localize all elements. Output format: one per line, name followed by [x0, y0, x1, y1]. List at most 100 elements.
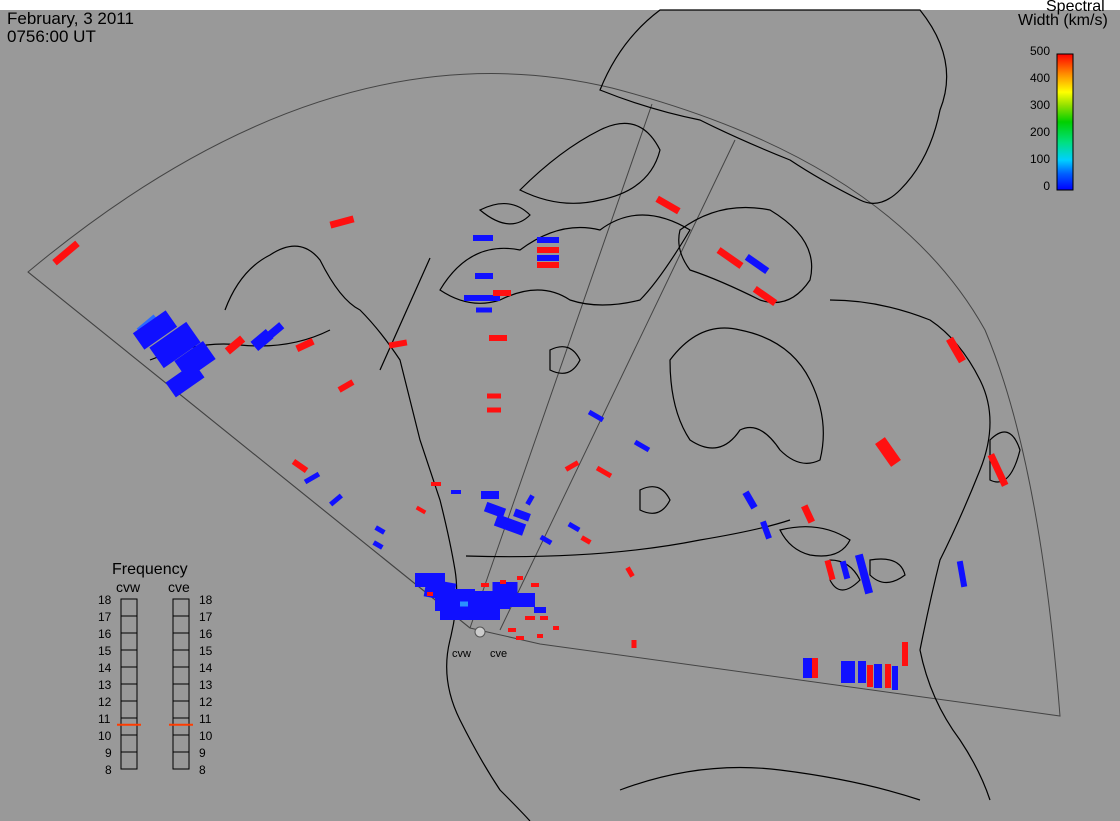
backscatter-cell	[902, 642, 908, 666]
backscatter-cell	[564, 460, 580, 472]
backscatter-cell	[531, 583, 539, 587]
frequency-tick-left: 8	[105, 763, 112, 777]
scatter-cells	[52, 195, 1009, 690]
frequency-tick-left: 18	[98, 593, 112, 607]
frequency-tick-left: 12	[98, 695, 112, 709]
backscatter-cell	[525, 494, 535, 506]
backscatter-cell	[854, 553, 874, 595]
backscatter-cell	[553, 626, 559, 630]
frequency-tick-left: 17	[98, 610, 112, 624]
fov-outline	[27, 73, 1061, 717]
frequency-tick-right: 15	[199, 644, 213, 658]
backscatter-cell	[291, 458, 309, 474]
backscatter-cell	[149, 321, 201, 369]
backscatter-cell	[505, 593, 535, 607]
backscatter-cell	[431, 482, 441, 486]
backscatter-cell	[487, 407, 501, 413]
backscatter-cell	[537, 255, 559, 261]
backscatter-cell	[537, 262, 559, 268]
radar-site-marker	[474, 626, 486, 638]
colorbar-tick-0: 0	[1043, 179, 1050, 193]
backscatter-cell	[517, 576, 523, 580]
backscatter-cell	[388, 339, 408, 349]
colorbar	[1056, 53, 1074, 191]
frequency-tick-right: 13	[199, 678, 213, 692]
backscatter-cell	[580, 535, 592, 545]
backscatter-cell	[867, 665, 873, 687]
backscatter-cell	[534, 607, 546, 613]
backscatter-cell	[295, 338, 315, 352]
colorbar-tick-100: 100	[1029, 152, 1050, 166]
backscatter-cell	[481, 583, 489, 587]
backscatter-cell	[250, 328, 274, 352]
backscatter-cell	[987, 453, 1009, 487]
frequency-tick-left: 16	[98, 627, 112, 641]
backscatter-cell	[460, 601, 468, 607]
backscatter-cell	[52, 240, 80, 266]
backscatter-cell	[537, 237, 559, 243]
backscatter-cell	[885, 664, 891, 688]
backscatter-cell	[587, 409, 605, 423]
frequency-tick-left: 15	[98, 644, 112, 658]
backscatter-cell	[489, 335, 507, 341]
frequency-tick-left: 10	[98, 729, 112, 743]
backscatter-cell	[516, 636, 524, 640]
frequency-tick-right: 14	[199, 661, 213, 675]
backscatter-cell	[752, 285, 778, 307]
frequency-tick-right: 18	[199, 593, 213, 607]
backscatter-cell	[483, 501, 507, 519]
backscatter-cell	[824, 559, 836, 581]
backscatter-cell	[839, 560, 851, 580]
frequency-title: Frequency	[112, 561, 188, 578]
frequency-tick-right: 9	[199, 746, 206, 760]
backscatter-cell	[303, 471, 321, 485]
colorbar-title-line1: Spectral	[1046, 0, 1105, 15]
backscatter-cell	[329, 215, 355, 229]
fov-spokes	[27, 103, 736, 631]
backscatter-cell	[874, 664, 882, 688]
frequency-label-cvw: cvw	[116, 579, 141, 595]
backscatter-cell	[841, 661, 855, 683]
backscatter-cell	[537, 247, 559, 253]
backscatter-cell	[464, 295, 500, 301]
backscatter-cell	[337, 379, 355, 393]
map-date: February, 3 2011	[7, 9, 134, 28]
frequency-tick-right: 10	[199, 729, 213, 743]
backscatter-cell	[267, 322, 285, 338]
backscatter-cell	[493, 290, 511, 296]
frequency-tick-right: 16	[199, 627, 213, 641]
borders	[379, 257, 791, 558]
frequency-label-cve: cve	[168, 579, 190, 595]
backscatter-cell	[655, 195, 681, 215]
backscatter-cell	[539, 534, 553, 546]
backscatter-cell	[508, 628, 516, 632]
backscatter-cell	[224, 335, 246, 355]
map-time: 0756:00 UT	[7, 27, 96, 46]
colorbar-tick-300: 300	[1029, 98, 1050, 112]
frequency-tick-right: 11	[199, 712, 212, 726]
backscatter-cell	[132, 310, 178, 350]
backscatter-cell	[165, 362, 205, 398]
backscatter-cell	[427, 592, 433, 596]
frequency-tick-left: 11	[98, 712, 111, 726]
backscatter-cell	[525, 616, 535, 620]
backscatter-cell	[716, 247, 744, 269]
colorbar-tick-400: 400	[1029, 71, 1050, 85]
backscatter-cell	[374, 525, 386, 535]
backscatter-cell	[567, 521, 581, 533]
frequency-tick-right: 8	[199, 763, 206, 777]
frequency-tick-right: 12	[199, 695, 213, 709]
backscatter-cell	[493, 514, 527, 536]
frequency-columns	[117, 598, 193, 770]
backscatter-cell	[803, 658, 813, 678]
backscatter-cell	[481, 491, 499, 499]
backscatter-cell	[329, 493, 343, 507]
frequency-tick-left: 9	[105, 746, 112, 760]
backscatter-cell	[451, 490, 461, 494]
backscatter-cell	[858, 661, 866, 683]
colorbar-tick-500: 500	[1029, 44, 1050, 58]
backscatter-cell	[487, 393, 501, 399]
backscatter-cell	[801, 504, 815, 524]
